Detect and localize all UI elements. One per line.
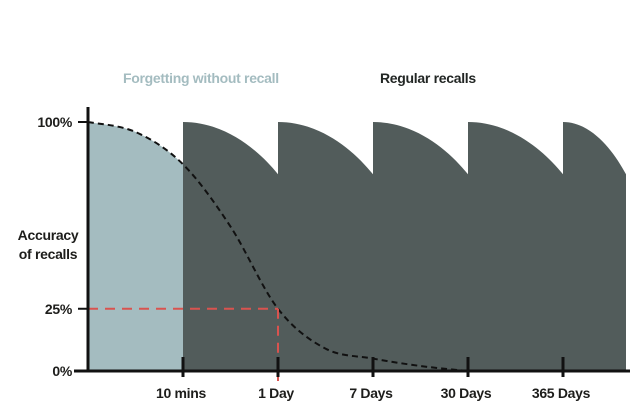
x-tick-label-1: 1 Day — [258, 385, 294, 401]
axes — [74, 107, 630, 377]
x-tick-label-2: 7 Days — [349, 385, 393, 401]
y-axis-label-line1: Accuracy — [18, 227, 79, 243]
regular-recalls-area — [183, 122, 626, 371]
legend-regular-recalls: Regular recalls — [380, 70, 476, 86]
y-tick-label-1: 25% — [45, 301, 73, 317]
x-tick-label-4: 365 Days — [532, 385, 591, 401]
y-tick-label-2: 0% — [52, 363, 72, 379]
legend: Forgetting without recall Regular recall… — [123, 70, 477, 86]
x-tick-label-3: 30 Days — [441, 385, 492, 401]
plot-areas — [87, 121, 626, 372]
legend-forgetting-without-recall: Forgetting without recall — [123, 70, 279, 86]
x-tick-label-0: 10 mins — [156, 385, 207, 401]
y-tick-label-0: 100% — [37, 114, 72, 130]
forgetting-curve-line — [87, 121, 469, 372]
y-axis-label-line2: of recalls — [19, 246, 78, 262]
tick-labels: 100% 25% 0% 10 mins 1 Day 7 Days 30 Days 365 Da… — [37, 114, 591, 401]
